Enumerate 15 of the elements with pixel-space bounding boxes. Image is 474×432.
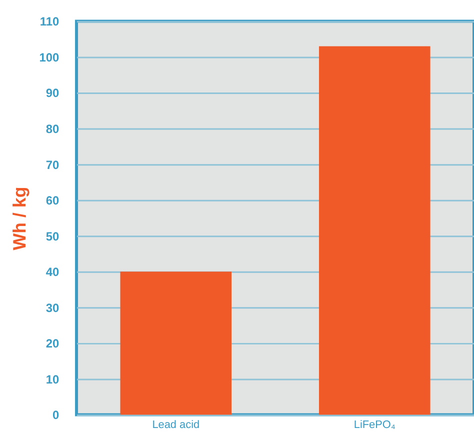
y-tick-label: 80 bbox=[46, 122, 60, 136]
y-tick-label: 20 bbox=[46, 336, 60, 351]
x-tick-label: LiFePO₄ bbox=[354, 419, 396, 432]
y-tick-label: 50 bbox=[46, 229, 60, 244]
y-tick-label: 0 bbox=[52, 408, 60, 422]
y-tick-label: 40 bbox=[46, 265, 60, 280]
y-tick-label: 30 bbox=[46, 300, 60, 315]
x-tick-label: Lead acid bbox=[152, 419, 200, 432]
y-tick-label: 10 bbox=[46, 372, 60, 386]
y-tick-label: 100 bbox=[39, 50, 60, 64]
y-tick-label: 110 bbox=[40, 14, 60, 29]
y-tick-label: 90 bbox=[46, 86, 60, 100]
y-tick-label: 60 bbox=[46, 194, 60, 208]
y-tick-label: 70 bbox=[46, 158, 60, 172]
y-axis-title: Wh / kg bbox=[9, 186, 30, 250]
